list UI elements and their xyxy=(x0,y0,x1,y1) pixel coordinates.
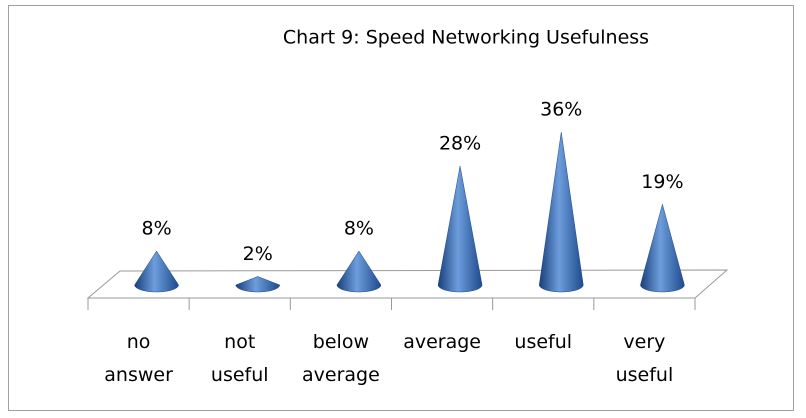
floor xyxy=(86,269,729,299)
cone xyxy=(336,250,382,293)
data-label: 8% xyxy=(344,218,374,240)
data-label: 2% xyxy=(243,243,273,265)
cone xyxy=(640,203,685,293)
x-tick-label: below average xyxy=(302,331,380,386)
cone xyxy=(437,165,483,293)
data-label: 8% xyxy=(142,218,172,240)
x-tick-label: very useful xyxy=(615,331,674,386)
chart-title: Chart 9: Speed Networking Usefulness xyxy=(283,27,649,49)
data-label: 36% xyxy=(540,99,582,121)
x-tick-label: no answer xyxy=(104,331,173,386)
data-label: 19% xyxy=(641,171,683,193)
cone xyxy=(134,250,179,293)
x-tick-label: not useful xyxy=(210,331,269,386)
cone xyxy=(538,131,584,293)
cone xyxy=(235,276,281,293)
x-tick-label: useful xyxy=(514,331,573,353)
data-label: 28% xyxy=(439,133,481,155)
x-tick-label: average xyxy=(403,331,481,353)
